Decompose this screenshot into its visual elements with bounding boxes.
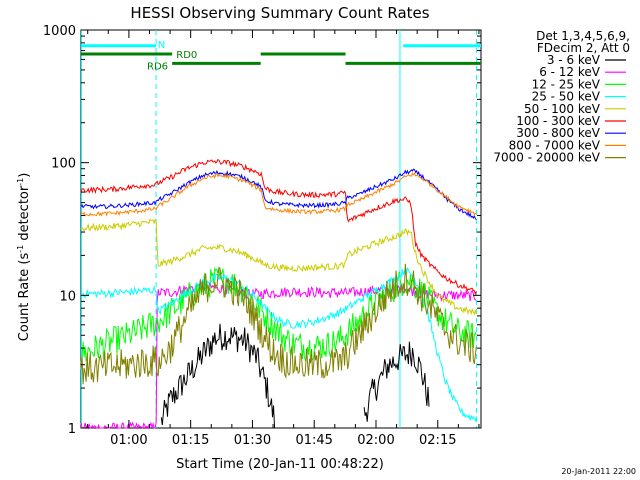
- series-line-25-50-kev: [80, 267, 477, 423]
- y-tick-label-3: 1000: [43, 24, 76, 39]
- legend-label-50-100-kev: 50 - 100 keV: [524, 102, 601, 116]
- legend-label-3-6-kev: 3 - 6 keV: [547, 53, 601, 67]
- marker-label-n: N: [158, 40, 165, 51]
- y-tick-label-0: 1: [68, 422, 76, 437]
- marker-label-rd0: RD0: [176, 50, 197, 61]
- x-tick-label-2: 01:30: [234, 433, 271, 448]
- series-800-7000-kev: [81, 172, 477, 217]
- series-line-3-6-kev: [160, 323, 430, 429]
- x-tick-label-5: 02:15: [419, 433, 456, 448]
- series-300-800-kev: [80, 168, 477, 221]
- y-axis-label: Count Rate (s-1 detector-1): [16, 173, 32, 342]
- chart-title: HESSI Observing Summary Count Rates: [130, 4, 429, 22]
- x-tick-label-1: 01:15: [172, 433, 209, 448]
- series-7000-20000-kev: [80, 263, 477, 385]
- series-layer: [80, 158, 477, 430]
- legend-label-300-800-kev: 300 - 800 keV: [516, 126, 600, 140]
- x-tick-label-3: 01:45: [295, 433, 332, 448]
- series-line-7000-20000-kev: [80, 263, 477, 385]
- legend: Det 1,3,4,5,6,9, FDecim 2, Att 0 3 - 6 k…: [493, 29, 630, 165]
- x-tick-label-0: 01:00: [110, 433, 147, 448]
- marker-label-rd6: RD6: [147, 61, 168, 72]
- generation-timestamp: 20-Jan-2011 22:00: [561, 467, 636, 476]
- series-3-6-kev: [160, 323, 430, 429]
- series-line-800-7000-kev: [81, 172, 477, 217]
- y-tick-label-2: 100: [51, 157, 76, 172]
- legend-label-6-12-kev: 6 - 12 keV: [539, 65, 601, 79]
- series-line-50-100-kev: [80, 218, 477, 316]
- legend-header-line-2: FDecim 2, Att 0: [537, 41, 630, 55]
- y-tick-label-1: 10: [59, 289, 76, 304]
- legend-label-7000-20000-kev: 7000 - 20000 keV: [493, 151, 600, 165]
- x-axis-label: Start Time (20-Jan-11 00:48:22): [176, 457, 384, 472]
- legend-label-800-7000-kev: 800 - 7000 keV: [509, 138, 601, 152]
- series-25-50-kev: [80, 267, 477, 423]
- legend-header-line-1: Det 1,3,4,5,6,9,: [536, 29, 630, 43]
- series-100-300-kev: [80, 158, 477, 296]
- attenuator-markers: N RD0 RD6: [81, 40, 481, 72]
- legend-label-12-25-kev: 12 - 25 keV: [532, 77, 601, 91]
- legend-label-100-300-kev: 100 - 300 keV: [516, 114, 600, 128]
- legend-label-25-50-kev: 25 - 50 keV: [532, 90, 601, 104]
- series-50-100-kev: [80, 218, 477, 316]
- axes-layer: 01:00 01:15 01:30 01:45 02:00 02:15 1 10 100 1000: [43, 24, 481, 448]
- series-line-300-800-kev: [80, 168, 477, 221]
- x-tick-label-4: 02:00: [357, 433, 394, 448]
- series-line-100-300-kev: [80, 158, 477, 296]
